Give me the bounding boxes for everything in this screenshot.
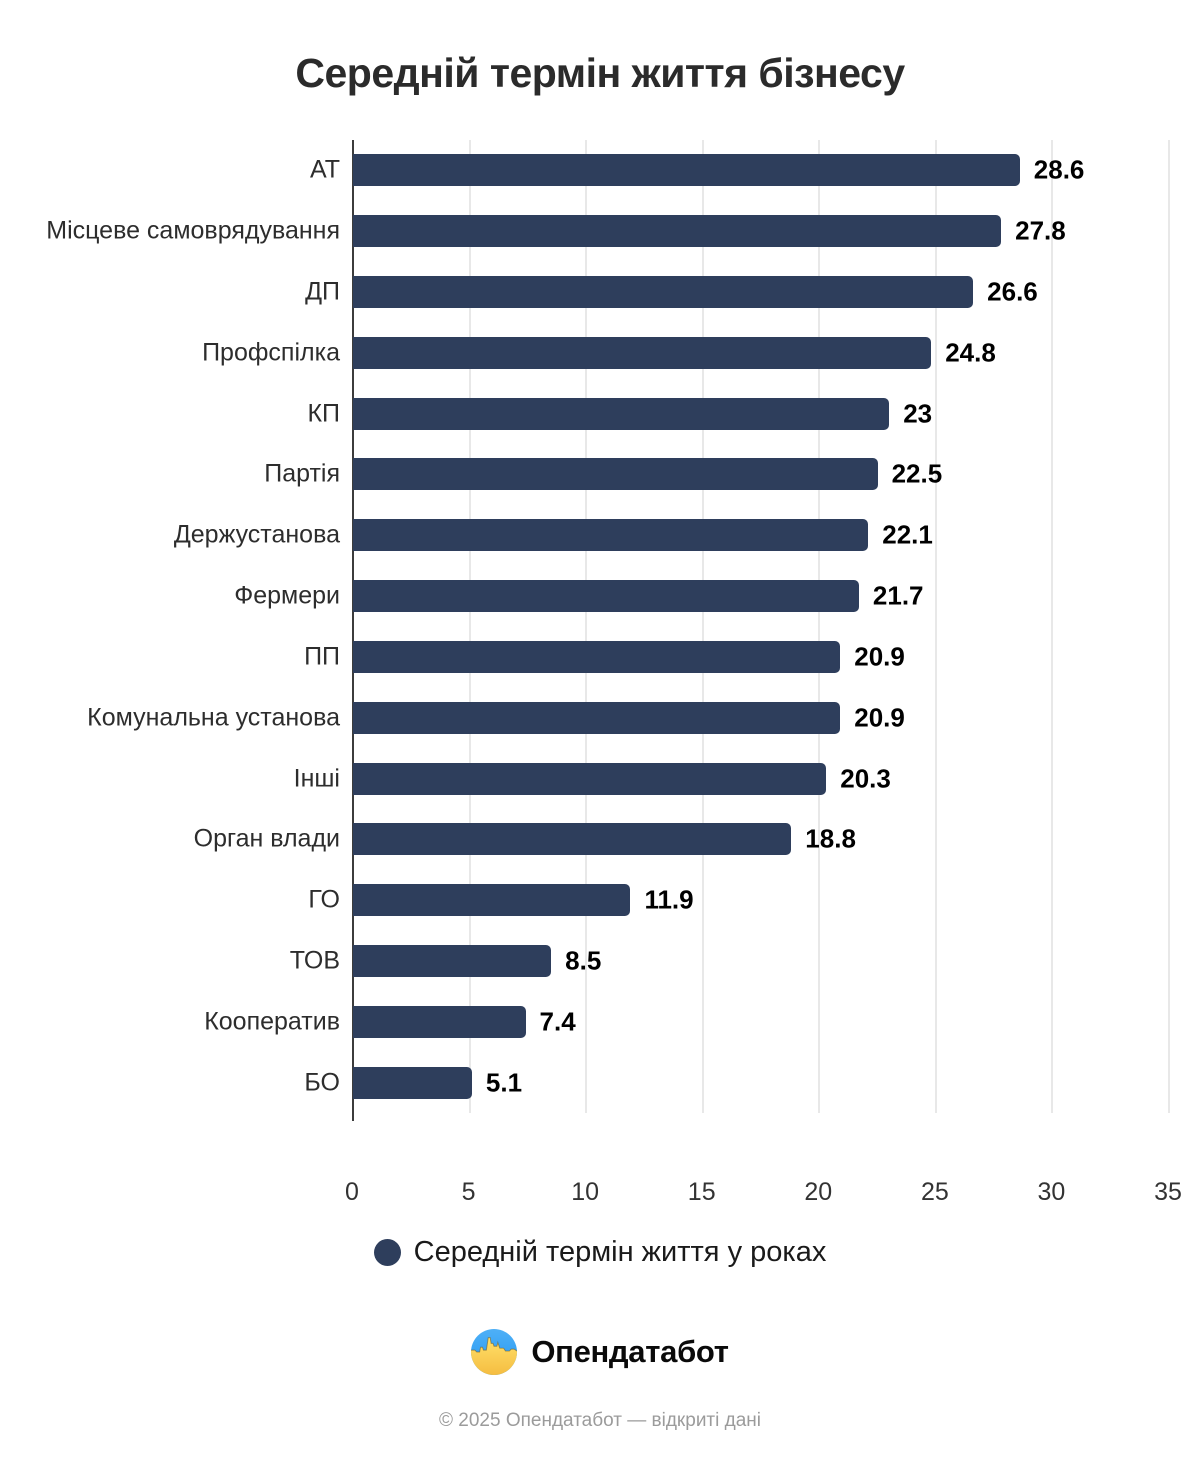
- category-label: АТ: [310, 155, 340, 184]
- value-label: 7.4: [539, 1006, 576, 1037]
- opendatabot-logo: Опендатабот: [0, 1329, 1200, 1375]
- gridline: [585, 140, 588, 1113]
- category-label: Орган влади: [193, 824, 340, 853]
- category-label: Кооператив: [204, 1007, 340, 1036]
- x-axis-tick-label: 30: [1037, 1178, 1066, 1206]
- category-label: КП: [307, 399, 340, 428]
- bar-row: Партія 22.5: [0, 444, 1200, 505]
- legend-label: Середній термін життя у роках: [413, 1236, 827, 1268]
- value-label: 27.8: [1015, 215, 1066, 246]
- value-label: 28.6: [1033, 154, 1085, 185]
- category-label: ГО: [308, 885, 340, 914]
- chart-legend: Середній термін життя у роках: [0, 1236, 1200, 1269]
- chart-title: Середній термін життя бізнесу: [295, 50, 905, 96]
- bar: [353, 701, 841, 734]
- bar-row: ПП 20.9: [0, 627, 1200, 688]
- bar: [353, 823, 792, 856]
- value-label: 20.3: [840, 763, 891, 794]
- x-axis-tick-label: 10: [571, 1178, 600, 1206]
- bar-row: Місцеве самоврядування 27.8: [0, 201, 1200, 262]
- bar-row: Інші 20.3: [0, 748, 1200, 809]
- bar-row: Кооператив 7.4: [0, 991, 1200, 1052]
- value-label: 21.7: [872, 580, 924, 611]
- bar-row: БО 5.1: [0, 1052, 1200, 1113]
- gridline: [934, 140, 937, 1113]
- bar-row: АТ 28.6: [0, 140, 1200, 201]
- bar-row: Фермери 21.7: [0, 566, 1200, 627]
- gridline: [468, 140, 471, 1113]
- value-label: 24.8: [945, 337, 996, 368]
- bar-row: Орган влади 18.8: [0, 809, 1200, 870]
- bar: [353, 762, 827, 795]
- bar-row: Комунальна установа 20.9: [0, 687, 1200, 748]
- bar-row: ТОВ 8.5: [0, 931, 1200, 992]
- category-label: Партія: [264, 459, 340, 488]
- category-label: Фермери: [234, 581, 340, 610]
- bar-chart: 0 5 10 15 20 25 30 35 АТ 28.6 Місцеве самоврядуван…: [0, 140, 1200, 1206]
- category-label: Інші: [293, 764, 340, 793]
- value-label: 22.5: [891, 458, 943, 489]
- bar-row: КП 23: [0, 383, 1200, 444]
- copyright-footer: © 2025 Опендатабот — відкриті дані: [439, 1410, 761, 1431]
- logo-text: Опендатабот: [531, 1334, 729, 1369]
- bar: [353, 154, 1020, 187]
- value-label: 5.1: [485, 1067, 523, 1098]
- value-label: 20.9: [854, 641, 905, 672]
- category-label: Місцеве самоврядування: [46, 216, 340, 245]
- bar-row: ГО 11.9: [0, 870, 1200, 931]
- gridline: [701, 140, 704, 1113]
- gridline: [1168, 140, 1170, 1113]
- category-label: Профспілка: [202, 338, 340, 367]
- x-axis-tick-label: 25: [920, 1178, 949, 1206]
- bar: [353, 1066, 472, 1099]
- bar-row: Держустанова 22.1: [0, 505, 1200, 566]
- category-label: Держустанова: [173, 520, 340, 549]
- gridline: [818, 140, 821, 1113]
- opendatabot-skyline-icon: [471, 1329, 518, 1375]
- x-axis-tick-label: 0: [345, 1178, 359, 1206]
- gridline: [1051, 140, 1054, 1113]
- value-label: 8.5: [565, 945, 602, 976]
- bar-row: ДП 26.6: [0, 262, 1200, 323]
- bar: [353, 397, 890, 430]
- bar: [353, 519, 869, 552]
- x-axis-tick-label: 35: [1154, 1178, 1182, 1206]
- bar: [353, 276, 974, 309]
- value-label: 23: [903, 398, 933, 429]
- legend-marker-dot: [373, 1239, 401, 1266]
- value-label: 20.9: [854, 702, 905, 733]
- category-label: Комунальна установа: [87, 703, 340, 732]
- y-axis-line: [352, 140, 354, 1121]
- bar-row: Профспілка 24.8: [0, 322, 1200, 383]
- value-label: 26.6: [987, 276, 1038, 307]
- bar: [353, 884, 631, 917]
- bar: [353, 944, 552, 977]
- category-label: БО: [304, 1068, 340, 1097]
- bar: [353, 336, 932, 369]
- value-label: 22.1: [882, 519, 933, 550]
- value-label: 11.9: [644, 884, 694, 915]
- category-label: ТОВ: [289, 946, 340, 975]
- x-axis-tick-label: 20: [804, 1178, 833, 1206]
- category-label: ДП: [305, 277, 340, 306]
- bar: [353, 215, 1002, 248]
- bar: [353, 1005, 526, 1038]
- bar: [353, 458, 878, 491]
- bar: [353, 640, 841, 673]
- value-label: 18.8: [805, 823, 856, 854]
- bar: [353, 580, 859, 613]
- x-axis-tick-label: 15: [687, 1178, 716, 1206]
- category-label: ПП: [304, 642, 340, 671]
- x-axis-tick-label: 5: [461, 1178, 476, 1206]
